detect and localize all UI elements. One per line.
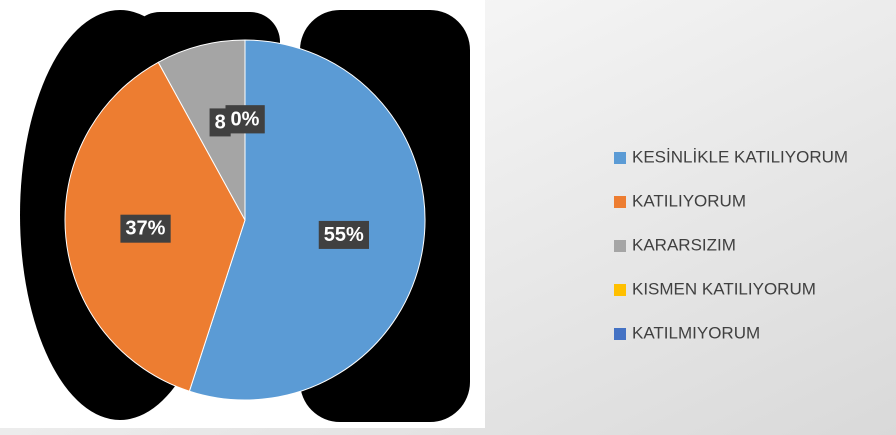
legend-swatch: [614, 196, 626, 208]
data-label-box: [318, 220, 369, 249]
data-label: 55%: [318, 220, 369, 249]
pie-slice: [157, 39, 246, 221]
data-label-text: 55%: [324, 224, 364, 246]
pie: [64, 39, 426, 401]
data-label-text: 8: [215, 111, 226, 133]
data-label-text: 37%: [125, 218, 165, 240]
legend-label: KISMEN KATILIYORUM: [632, 279, 816, 298]
legend-label: KESİNLİKLE KATILIYORUM: [632, 147, 848, 166]
legend-label: KATILIYORUM: [632, 191, 746, 210]
legend-swatch: [614, 240, 626, 252]
data-label: 0%: [225, 105, 265, 134]
data-labels: 55%37%80%0%: [120, 105, 369, 249]
legend-label: KATILMIYORUM: [632, 323, 760, 342]
data-label-box: [225, 105, 265, 134]
legend-swatch: [614, 152, 626, 164]
legend-swatch: [614, 284, 626, 296]
legend-swatch: [614, 328, 626, 340]
data-label: 8: [209, 108, 231, 137]
data-label: 37%: [120, 214, 171, 243]
data-label-box: [120, 214, 171, 243]
legend-label: KARARSIZIM: [632, 235, 736, 254]
legend: KESİNLİKLE KATILIYORUM KATILIYORUM KARARSI…: [614, 147, 848, 342]
data-label-box: [209, 108, 231, 137]
data-label-text: 0%: [231, 108, 260, 130]
